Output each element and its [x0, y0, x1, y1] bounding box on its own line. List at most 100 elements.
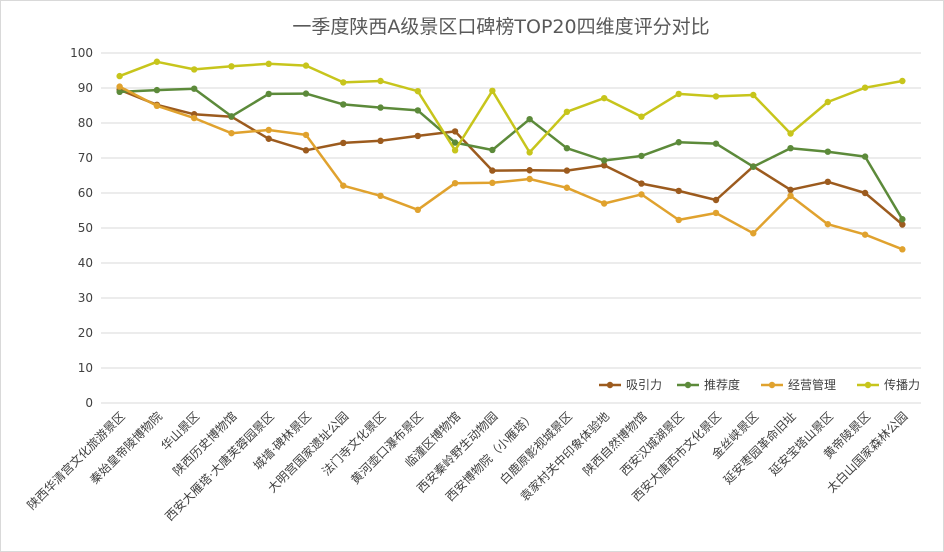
data-point: [153, 102, 161, 110]
x-tick-label: 陕西历史博物馆: [170, 409, 240, 479]
chart-title: 一季度陕西A级景区口碑榜TOP20四维度评分对比: [292, 16, 709, 38]
data-point: [451, 180, 459, 187]
data-point: [787, 130, 794, 137]
data-point: [638, 152, 645, 160]
data-point: [675, 216, 682, 224]
legend-label: 吸引力: [626, 378, 662, 392]
y-tick-label: 100: [70, 46, 93, 60]
data-point: [750, 91, 757, 99]
legend-item: 推荐度: [677, 377, 740, 392]
data-point: [600, 157, 608, 164]
data-point: [712, 196, 720, 204]
data-point: [414, 87, 422, 95]
y-axis-ticks: 0 10 20 30 40 50 60 70 80 90 100: [70, 46, 93, 410]
data-point: [638, 180, 645, 187]
data-point: [600, 94, 608, 102]
legend: 吸引力 推荐度 经营管理 传播力: [599, 377, 920, 392]
data-point: [563, 167, 571, 174]
data-point: [377, 192, 384, 199]
data-point: [787, 192, 794, 199]
data-point: [563, 145, 571, 152]
x-tick-label: 延安宝塔山景区: [766, 409, 836, 479]
data-point: [265, 135, 272, 142]
data-point: [787, 145, 794, 152]
data-point: [489, 167, 496, 174]
data-point: [526, 115, 533, 123]
data-point: [414, 132, 422, 140]
x-tick-label: 法门寺文化景区: [319, 409, 389, 479]
data-point: [340, 101, 347, 108]
y-tick-label: 60: [78, 186, 93, 200]
data-point: [265, 126, 272, 134]
data-point: [340, 139, 347, 147]
data-point: [750, 230, 757, 237]
data-point: [265, 60, 272, 68]
x-tick-label: 西安汉城湖景区: [617, 409, 687, 479]
data-point: [190, 114, 198, 122]
data-point: [712, 209, 720, 217]
series-lines: [116, 58, 906, 253]
data-point: [116, 88, 123, 96]
data-point: [600, 162, 608, 169]
legend-label: 经营管理: [788, 377, 836, 392]
data-point: [899, 216, 906, 223]
x-tick-label: 陕西自然博物馆: [580, 409, 650, 479]
series-line: [119, 87, 904, 220]
legend-item: 经营管理: [761, 377, 836, 392]
data-point: [861, 231, 869, 238]
data-point: [228, 63, 235, 70]
series-1: [116, 86, 906, 228]
data-point: [116, 72, 123, 80]
data-point: [638, 113, 645, 120]
data-point: [228, 129, 235, 137]
data-point: [526, 149, 533, 156]
data-point: [787, 186, 794, 194]
data-point: [824, 98, 832, 106]
data-point: [414, 206, 422, 213]
data-point: [340, 79, 347, 86]
legend-marker: [606, 381, 614, 389]
data-point: [489, 146, 496, 154]
data-point: [675, 90, 682, 98]
data-point: [190, 85, 198, 92]
series-2: [116, 85, 906, 223]
data-point: [190, 66, 198, 73]
gridlines: [101, 52, 921, 404]
data-point: [861, 84, 869, 91]
data-point: [712, 93, 720, 100]
data-point: [899, 77, 906, 85]
data-point: [600, 200, 608, 207]
data-point: [861, 153, 869, 160]
y-tick-label: 20: [78, 326, 93, 340]
data-point: [675, 139, 682, 146]
legend-label: 传播力: [884, 377, 920, 392]
data-point: [750, 163, 757, 170]
y-tick-label: 30: [78, 291, 93, 305]
data-point: [451, 139, 459, 146]
data-point: [899, 246, 906, 253]
data-point: [824, 148, 832, 155]
series-3: [116, 83, 906, 253]
legend-label: 推荐度: [704, 377, 740, 392]
data-point: [414, 107, 422, 114]
data-point: [563, 108, 571, 116]
series-4: [116, 58, 906, 156]
data-point: [824, 178, 832, 185]
data-point: [265, 90, 272, 98]
data-point: [302, 147, 310, 154]
data-point: [563, 184, 571, 191]
y-tick-label: 90: [78, 81, 93, 95]
data-point: [899, 221, 906, 228]
data-point: [824, 220, 832, 228]
series-line: [119, 60, 903, 154]
data-point: [861, 189, 869, 197]
data-point: [377, 137, 384, 145]
legend-item: 传播力: [857, 377, 920, 392]
y-tick-label: 80: [78, 116, 93, 130]
data-point: [451, 128, 459, 135]
y-tick-label: 50: [78, 221, 93, 235]
legend-marker: [768, 381, 776, 389]
data-point: [451, 147, 459, 154]
y-tick-label: 70: [78, 151, 93, 165]
